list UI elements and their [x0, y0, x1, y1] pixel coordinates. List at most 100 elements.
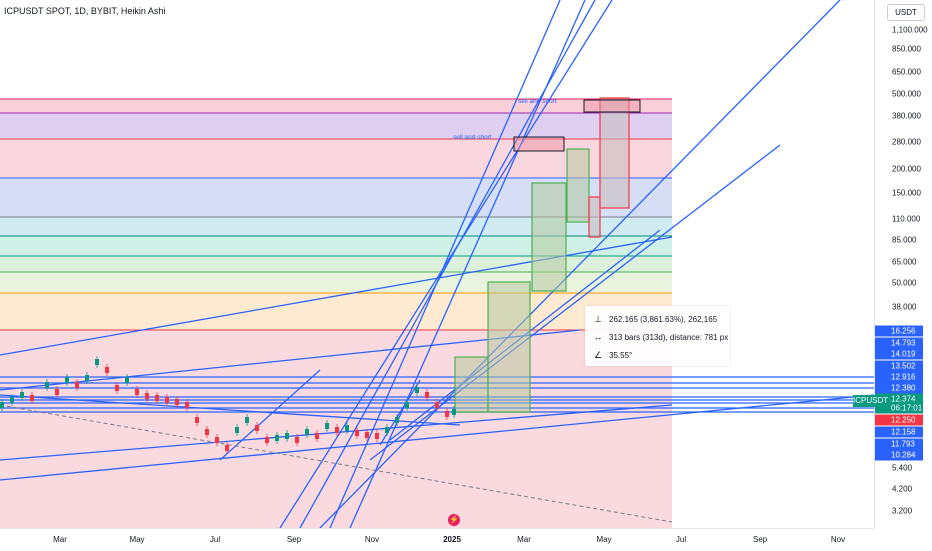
price-tag: 14.019: [875, 348, 923, 360]
trend-line: [329, 0, 561, 529]
trend-line: [219, 369, 321, 461]
candle-body: [365, 432, 369, 438]
price-tag: 11.793: [875, 438, 923, 450]
candle-body: [405, 402, 409, 408]
time-axis-label: 2025: [443, 535, 461, 544]
time-axis-label: Jul: [209, 535, 221, 544]
price-axis-label: 110.000: [892, 214, 921, 224]
candle-body: [255, 425, 259, 431]
trend-line: [279, 0, 613, 529]
sell-zone-box: [583, 99, 641, 113]
projection-box-down: [599, 97, 630, 209]
price-axis-label: 4.200: [892, 484, 913, 494]
price-tag: 12.916: [875, 371, 923, 383]
candle-body: [225, 445, 229, 451]
candle-body: [165, 397, 169, 403]
fib-zone: [0, 272, 672, 293]
price-axis-label: 500.000: [892, 89, 921, 99]
candle-body: [285, 433, 289, 439]
price-tag: 10.284: [875, 449, 923, 461]
time-axis-label: Nov: [830, 535, 846, 544]
trend-line: [319, 0, 841, 529]
candle-body: [435, 402, 439, 408]
candle-body: [145, 393, 149, 399]
event-icon[interactable]: ⚡: [448, 514, 460, 526]
dashed-trend-line: [0, 404, 673, 523]
candle-body: [30, 395, 34, 401]
candle-body: [325, 423, 329, 429]
price-axis-label: 85.000: [892, 235, 917, 245]
projection-box-up: [487, 281, 531, 413]
price-axis-label: 850.000: [892, 44, 921, 54]
price-axis-label: 380.000: [892, 111, 921, 121]
time-axis-label: May: [129, 535, 145, 544]
measure-bars: 313 bars (313d), distance: 781 px: [609, 332, 729, 342]
symbol-price-tag: ICPUSDT: [853, 395, 889, 407]
measure-tooltip: ⊥ 262.165 (3,861.63%), 262,165 ↔ 313 bar…: [585, 306, 730, 366]
projection-box-up: [566, 148, 590, 223]
candle-body: [345, 425, 349, 431]
candle-body: [105, 367, 109, 373]
price-tag: 12.380: [875, 382, 923, 394]
candle-body: [295, 437, 299, 443]
candle-body: [275, 435, 279, 441]
price-axis-label: 3.200: [892, 506, 913, 516]
candle-body: [0, 402, 4, 408]
candle-body: [375, 433, 379, 439]
price-tag: 13.502: [875, 360, 923, 372]
candle-body: [135, 389, 139, 395]
sell-short-note-1[interactable]: sell and short: [518, 98, 557, 105]
time-axis-label: Sep: [752, 535, 768, 544]
candle-body: [195, 417, 199, 423]
time-axis-label: Jul: [675, 535, 687, 544]
candle-body: [75, 382, 79, 388]
candle-body: [315, 433, 319, 439]
price-axis-label: 65.000: [892, 257, 917, 267]
price-tag: 12.250: [875, 414, 923, 426]
price-axis-label: 150.000: [892, 188, 921, 198]
candle-body: [265, 437, 269, 443]
candle-body: [425, 392, 429, 398]
candle-body: [125, 377, 129, 383]
price-axis-label: 50.000: [892, 278, 917, 288]
bar-range-icon: ↔: [593, 332, 603, 342]
candle-body: [395, 417, 399, 423]
angle-icon: ∠: [593, 350, 603, 360]
trend-line: [0, 394, 875, 481]
time-axis-label: Mar: [53, 535, 67, 544]
measure-price-change: 262.165 (3,861.63%), 262,165: [609, 315, 718, 324]
price-axis-label: 650.000: [892, 67, 921, 77]
candle-body: [452, 409, 456, 415]
projection-box-up: [531, 182, 567, 292]
time-axis-label: Mar: [517, 535, 531, 544]
fib-zone: [0, 217, 672, 236]
price-axis-label: 200.000: [892, 164, 921, 174]
projection-box-up: [454, 356, 489, 413]
chart-title: ICPUSDT SPOT, 1D, BYBIT, Heikin Ashi: [4, 6, 166, 16]
sell-short-note-2[interactable]: sell and short: [453, 134, 492, 141]
price-range-icon: ⊥: [594, 314, 602, 324]
candle-body: [235, 427, 239, 433]
currency-selector[interactable]: USDT: [887, 4, 925, 21]
candle-body: [155, 395, 159, 401]
price-axis-label: 38.000: [892, 302, 917, 312]
trend-line: [0, 329, 581, 391]
price-tag: 16.256: [875, 325, 923, 337]
price-tag: 12.374: [875, 393, 923, 405]
candle-body: [95, 359, 99, 365]
price-tag: 14.793: [875, 337, 923, 349]
candle-body: [20, 392, 24, 398]
candle-body: [305, 429, 309, 435]
price-axis-label: 5.400: [892, 463, 913, 473]
fib-zone: [0, 293, 672, 330]
time-axis-label: May: [596, 535, 612, 544]
fib-zone: [0, 256, 672, 272]
trend-line: [0, 394, 461, 426]
candle-body: [175, 399, 179, 405]
time-axis[interactable]: [0, 528, 874, 551]
trend-line: [349, 0, 586, 529]
candle-body: [45, 382, 49, 388]
candle-body: [245, 417, 249, 423]
fib-zone: [0, 113, 672, 139]
